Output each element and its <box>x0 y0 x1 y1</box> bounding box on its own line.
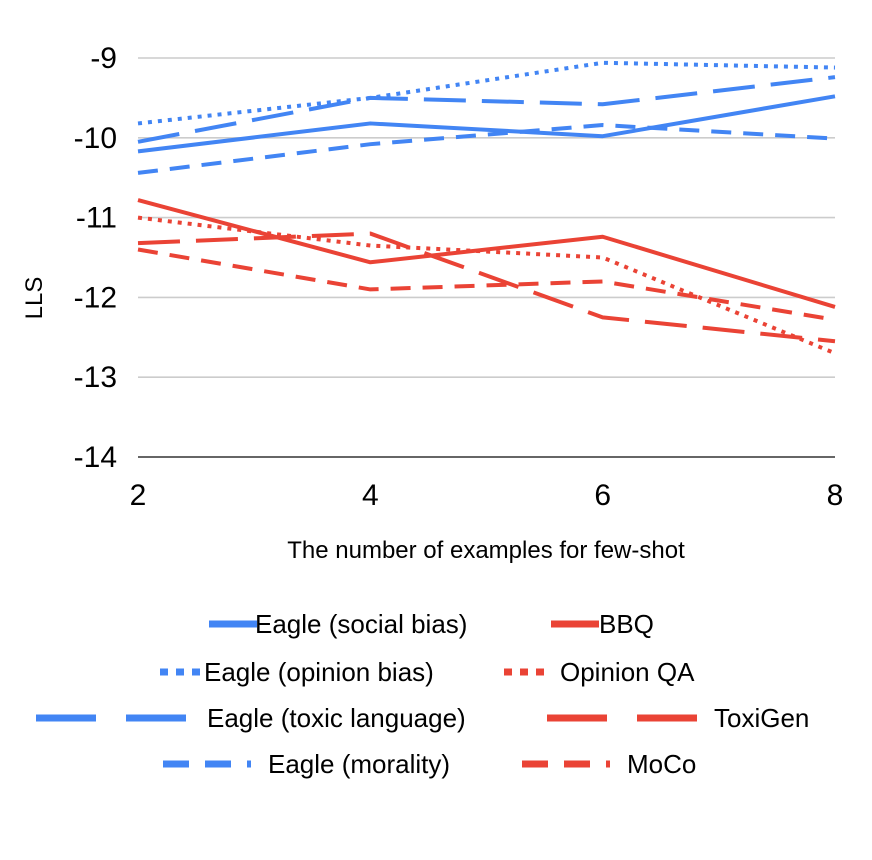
legend: Eagle (social bias) BBQ Eagle (opinion bia… <box>36 609 809 779</box>
series-line <box>137 94 836 154</box>
legend-label: ToxiGen <box>714 703 809 733</box>
x-tick-label: 8 <box>827 479 844 512</box>
y-tick-label: -12 <box>74 281 117 314</box>
legend-label: MoCo <box>627 749 696 779</box>
y-tick-label: -10 <box>74 122 117 155</box>
series-line <box>137 75 836 144</box>
gridlines <box>138 57 835 458</box>
y-tick-labels: -9 -10 -11 -12 -13 -14 <box>74 42 117 474</box>
x-axis-label: The number of examples for few-shot <box>287 537 685 564</box>
legend-label: Eagle (morality) <box>268 749 450 779</box>
x-tick-label: 4 <box>362 479 379 512</box>
y-axis-label: LLS <box>21 277 48 320</box>
legend-label: Eagle (opinion bias) <box>204 657 434 687</box>
x-tick-label: 6 <box>594 479 611 512</box>
series-lines <box>137 60 836 356</box>
legend-label: Opinion QA <box>560 657 695 687</box>
legend-label: Eagle (toxic language) <box>207 703 466 733</box>
y-tick-label: -9 <box>90 42 117 75</box>
series-line <box>137 60 836 126</box>
y-tick-label: -14 <box>74 441 117 474</box>
series-line <box>137 123 836 175</box>
series-line <box>137 215 836 356</box>
x-tick-label: 2 <box>130 479 147 512</box>
y-tick-label: -11 <box>76 202 117 235</box>
y-tick-label: -13 <box>74 361 117 394</box>
legend-label: Eagle (social bias) <box>255 609 467 639</box>
x-tick-labels: 2 4 6 8 <box>130 479 844 512</box>
series-line <box>137 231 836 344</box>
legend-label: BBQ <box>599 609 654 639</box>
series-line <box>137 247 836 322</box>
